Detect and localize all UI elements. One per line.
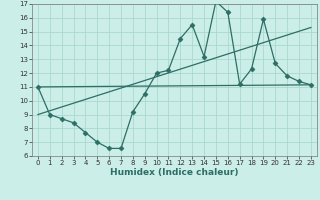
X-axis label: Humidex (Indice chaleur): Humidex (Indice chaleur): [110, 168, 239, 177]
